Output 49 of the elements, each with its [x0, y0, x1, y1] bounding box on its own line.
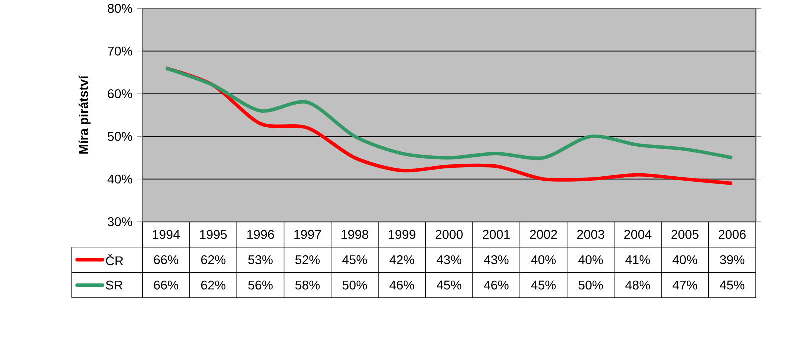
y-axis-title: Míra pirátství: [78, 76, 91, 154]
data-label: 45%: [436, 280, 462, 290]
data-label: 50%: [342, 280, 368, 290]
x-tick-label: 2000: [436, 230, 463, 240]
data-label: 66%: [154, 256, 178, 264]
y-tick-label: 50%: [108, 132, 132, 142]
y-tick-label: 70%: [108, 46, 132, 56]
data-label: 40%: [531, 256, 556, 264]
data-label: 42%: [390, 256, 414, 264]
x-tick-label: 2003: [577, 230, 604, 240]
data-label: 45%: [342, 256, 368, 264]
data-label: 40%: [578, 256, 604, 264]
x-tick-label: 2005: [672, 230, 699, 240]
x-tick-label: 2002: [530, 230, 558, 240]
data-label: 41%: [626, 256, 650, 264]
line-series: [164, 66, 734, 160]
x-tick-label: 2004: [624, 230, 652, 240]
data-label: 45%: [720, 280, 745, 290]
legend-label: SR: [106, 280, 123, 290]
data-label: 43%: [484, 256, 509, 264]
x-tick-label: 1995: [200, 230, 228, 240]
y-tick-label: 60%: [108, 90, 132, 98]
y-tick-label: 40%: [108, 174, 132, 184]
data-label: 39%: [720, 256, 745, 264]
data-label: 48%: [626, 280, 650, 290]
data-label: 53%: [248, 256, 273, 264]
x-tick-label: 1999: [389, 230, 416, 240]
data-label: 52%: [296, 256, 320, 264]
data-label: 50%: [578, 280, 604, 290]
x-tick-label: 1997: [294, 230, 322, 240]
data-label: 47%: [672, 280, 698, 290]
data-label: 40%: [672, 256, 698, 264]
data-label: 56%: [248, 280, 273, 290]
data-label: 62%: [201, 280, 226, 290]
data-label: 45%: [531, 280, 556, 290]
y-tick-label: 30%: [108, 218, 132, 226]
data-label: 43%: [436, 256, 462, 264]
data-label: 58%: [296, 280, 320, 290]
y-tick-label: 80%: [108, 4, 132, 14]
x-tick-label: 1998: [342, 230, 368, 240]
legend-label: ČR: [106, 254, 124, 266]
x-tick-label: 1996: [248, 230, 274, 240]
data-label: 62%: [201, 256, 226, 264]
data-label: 46%: [390, 280, 414, 290]
x-tick-label: 2001: [483, 230, 510, 240]
data-label: 46%: [484, 280, 509, 290]
x-tick-label: 2006: [718, 230, 746, 240]
data-label: 66%: [154, 280, 178, 290]
x-tick-label: 1994: [153, 230, 180, 240]
